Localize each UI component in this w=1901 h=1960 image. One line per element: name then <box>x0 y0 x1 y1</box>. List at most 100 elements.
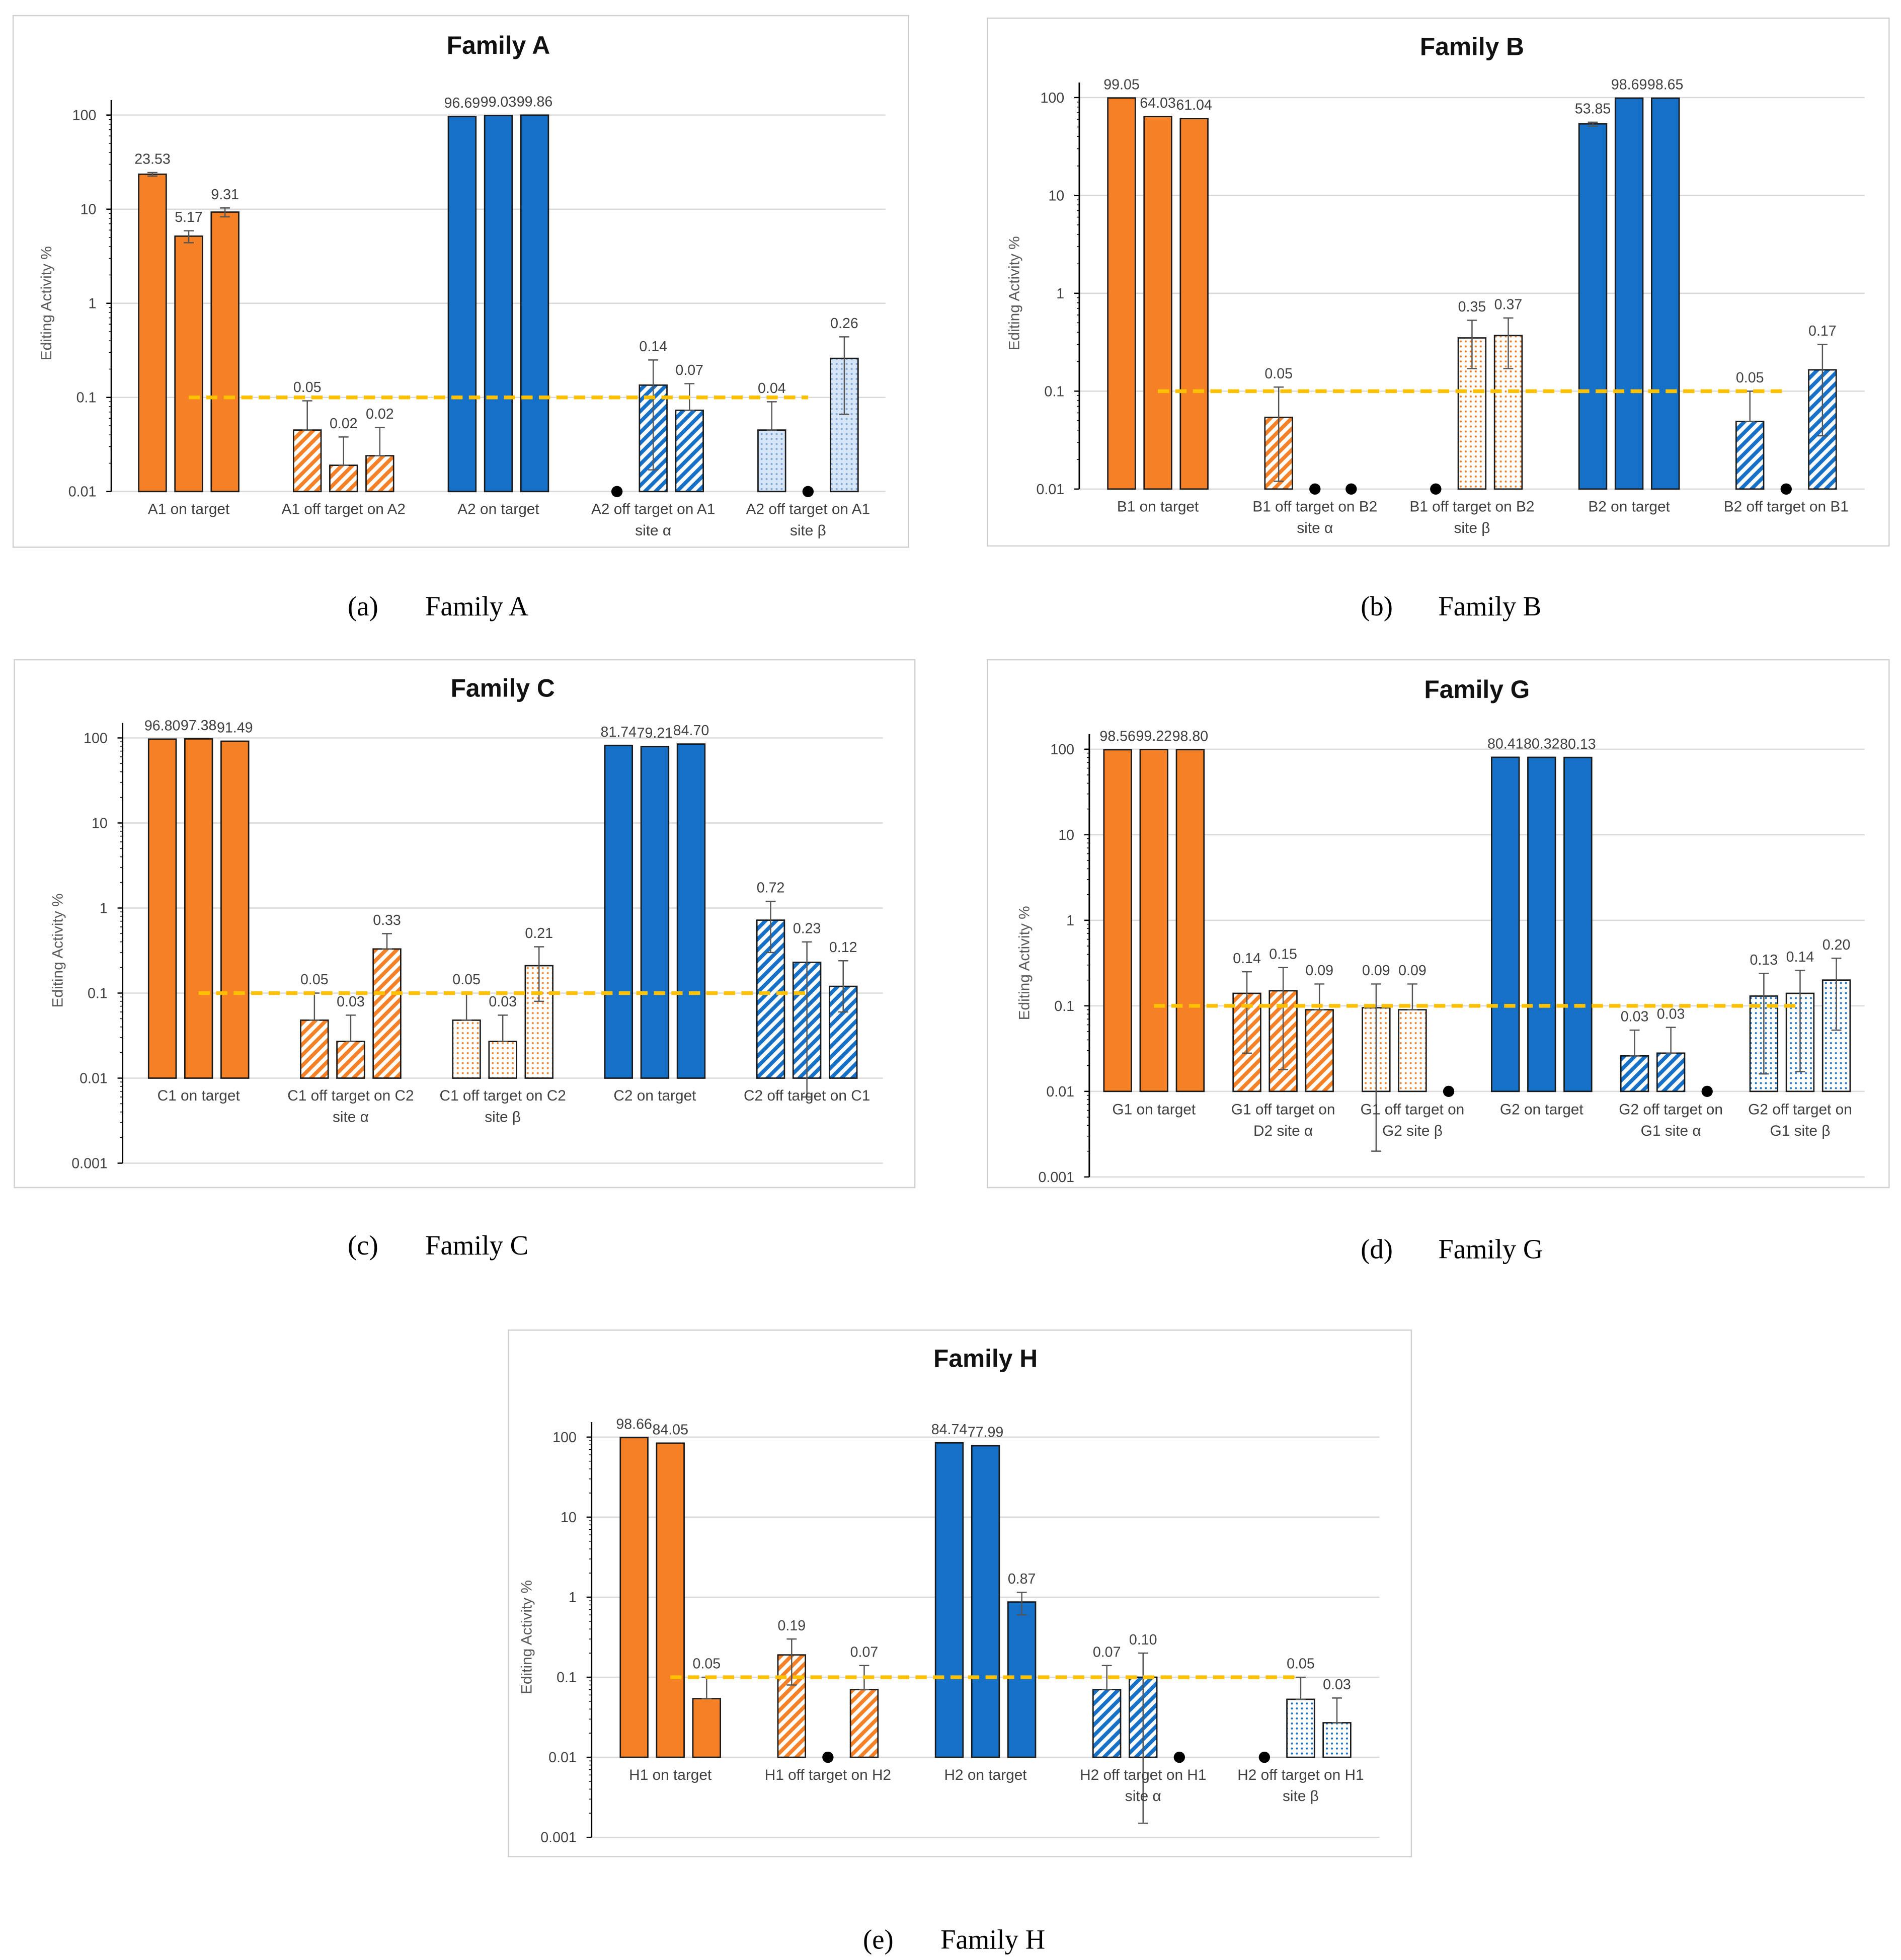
y-tick-label: 0.001 <box>71 1155 108 1171</box>
category-label: G1 off target on <box>1231 1102 1335 1118</box>
bar <box>1322 1722 1352 1758</box>
not-detected-dot <box>1173 1751 1185 1763</box>
caption-b: (b) Family B <box>1361 590 1541 623</box>
data-label: 80.13 <box>1560 736 1596 752</box>
y-tick-label: 0.1 <box>1044 383 1064 400</box>
data-label: 0.03 <box>1657 1006 1685 1022</box>
data-label: 0.04 <box>758 380 786 397</box>
data-label: 0.05 <box>692 1656 721 1672</box>
data-label: 0.35 <box>1458 299 1486 315</box>
caption-text: Family A <box>425 590 529 622</box>
data-label: 0.20 <box>1823 937 1851 953</box>
bar <box>365 455 394 493</box>
bar <box>1143 116 1172 490</box>
caption-d: (d) Family G <box>1361 1233 1543 1266</box>
data-label: 0.23 <box>793 920 821 936</box>
bar <box>619 1437 649 1758</box>
chart-title: Family G <box>1424 675 1530 703</box>
bar <box>1491 756 1520 1092</box>
category-label: H2 off target on H1 <box>1237 1767 1364 1783</box>
category-label: B2 on target <box>1588 499 1670 515</box>
bar <box>336 1041 365 1079</box>
data-label: 0.09 <box>1362 963 1390 979</box>
bar <box>1179 118 1209 490</box>
data-label: 99.03 <box>481 94 517 110</box>
y-axis-label: Editing Activity % <box>38 246 55 360</box>
bar <box>1735 421 1765 490</box>
data-label: 0.05 <box>1264 366 1293 382</box>
data-label: 0.87 <box>1008 1571 1036 1587</box>
data-label: 0.03 <box>1621 1009 1649 1025</box>
data-label: 96.80 <box>144 718 181 734</box>
y-axis-label: Editing Activity % <box>49 893 66 1007</box>
category-label: site β <box>1283 1788 1319 1805</box>
bar <box>1103 749 1132 1092</box>
y-tick-label: 100 <box>84 730 108 746</box>
bar <box>604 744 633 1079</box>
category-label: site α <box>333 1109 369 1125</box>
data-label: 0.72 <box>757 880 785 896</box>
y-tick-label: 10 <box>81 202 97 218</box>
bar <box>656 1442 685 1758</box>
chart-family-g: Family G Editing Activity % 100 10 1 0.1 0.01 0… <box>987 659 1890 1189</box>
bar <box>1620 1055 1649 1092</box>
bar <box>1139 749 1168 1092</box>
chart-title: Family B <box>1420 32 1524 60</box>
not-detected-dot <box>611 486 623 497</box>
data-label: 0.14 <box>1786 949 1814 965</box>
bar <box>1398 1009 1427 1092</box>
data-label: 80.32 <box>1524 736 1560 752</box>
category-label: G1 on target <box>1112 1102 1196 1118</box>
category-label: G2 site β <box>1382 1123 1443 1139</box>
data-label: 80.41 <box>1487 736 1524 752</box>
data-label: 0.12 <box>829 939 857 956</box>
data-label: 0.09 <box>1398 963 1427 979</box>
category-label: site α <box>635 522 671 539</box>
not-detected-dot <box>1430 483 1442 495</box>
data-label: 79.21 <box>637 725 673 741</box>
category-label: A2 on target <box>457 501 539 518</box>
category-label: G1 site α <box>1641 1123 1701 1139</box>
bar <box>147 738 177 1079</box>
not-detected-dot <box>1309 483 1321 495</box>
category-label: B2 off target on B1 <box>1724 499 1849 515</box>
chart-family-a: Family A Editing Activity % 100 10 1 0.1 0.01 2… <box>12 15 909 548</box>
y-tick-label: 0.01 <box>1037 482 1065 498</box>
data-label: 0.21 <box>525 925 553 942</box>
category-label: B1 off target on B2 <box>1409 499 1534 515</box>
data-label: 0.05 <box>300 972 329 988</box>
bar <box>849 1689 879 1758</box>
category-label: H1 off target on H2 <box>765 1767 891 1783</box>
category-label: H2 off target on H1 <box>1080 1767 1206 1783</box>
caption-letter: (a) <box>347 590 378 622</box>
y-tick-label: 100 <box>552 1430 577 1446</box>
bar <box>1107 97 1136 490</box>
data-label: 0.05 <box>1736 370 1764 386</box>
bar <box>1656 1052 1686 1092</box>
y-axis-label: Editing Activity % <box>1016 906 1033 1020</box>
y-tick-label: 10 <box>1058 827 1074 843</box>
data-label: 0.02 <box>330 416 358 432</box>
caption-text: Family C <box>425 1229 529 1261</box>
bar <box>1092 1689 1122 1758</box>
caption-text: Family B <box>1438 590 1542 622</box>
category-label: H2 on target <box>944 1767 1027 1783</box>
bar <box>174 235 203 493</box>
not-detected-dot <box>1701 1085 1713 1097</box>
category-label: G2 off target on <box>1619 1102 1723 1118</box>
data-label: 5.17 <box>175 209 203 225</box>
data-label: 64.03 <box>1140 95 1176 111</box>
category-label: site β <box>790 522 826 539</box>
not-detected-dot <box>1443 1085 1455 1097</box>
bar <box>520 114 549 493</box>
data-label: 99.86 <box>517 94 553 110</box>
y-tick-label: 0.01 <box>68 484 97 500</box>
caption-text: Family G <box>1438 1233 1543 1265</box>
data-label: 98.69 <box>1611 77 1647 93</box>
data-label: 81.74 <box>601 724 637 740</box>
data-label: 0.07 <box>675 362 703 378</box>
bar <box>292 429 322 493</box>
y-tick-label: 100 <box>72 108 97 124</box>
chart-family-h: Family H Editing Activity % 100 10 1 0.1 0.01 0… <box>508 1329 1412 1857</box>
data-label: 23.53 <box>134 151 171 168</box>
